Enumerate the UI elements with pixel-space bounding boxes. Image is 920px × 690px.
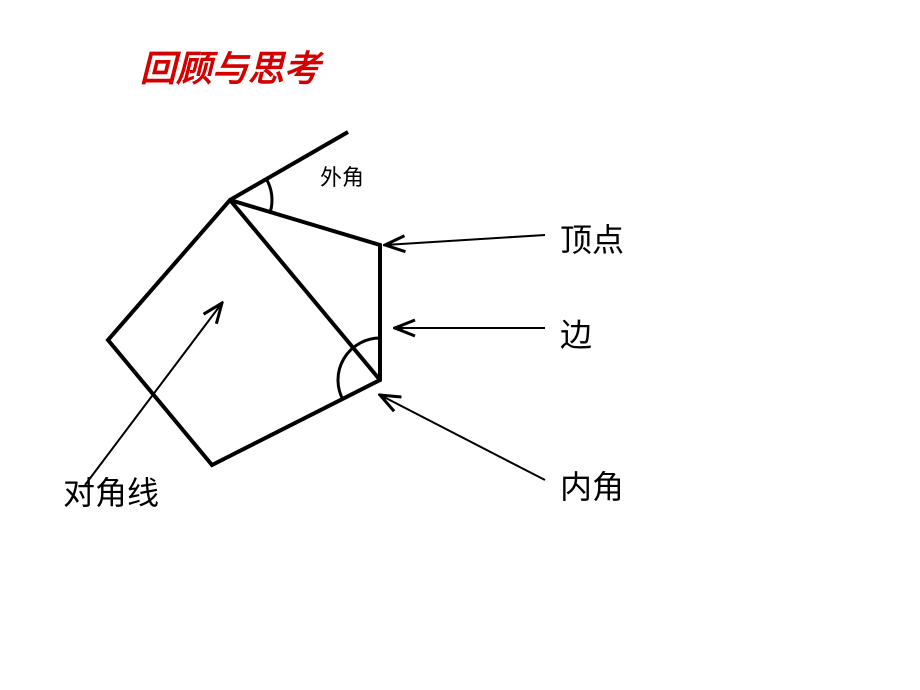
page-dot — [398, 326, 403, 331]
diagonal-line — [230, 200, 380, 380]
label-interior-angle: 内角 — [560, 462, 624, 508]
interior-arrow — [380, 395, 545, 480]
diagonal-arrow — [85, 303, 222, 485]
geometry-diagram — [0, 0, 920, 690]
label-exterior-angle: 外角 — [320, 160, 364, 192]
label-diagonal: 对角线 — [63, 468, 159, 514]
label-vertex: 顶点 — [560, 215, 624, 261]
vertex-arrow — [385, 235, 545, 245]
label-edge: 边 — [560, 310, 592, 356]
exterior-angle-arc — [266, 179, 272, 212]
